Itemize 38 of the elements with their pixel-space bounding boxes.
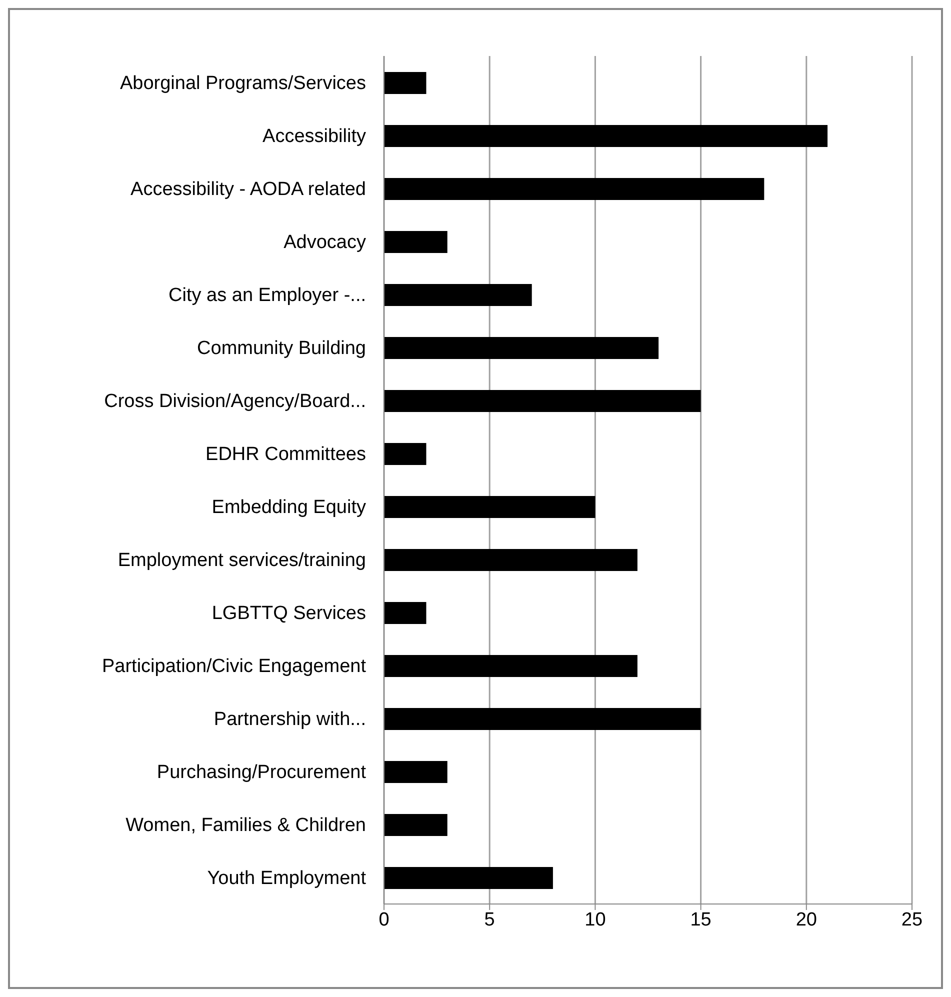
x-tick-label: 25 <box>901 909 923 930</box>
x-tick-label: 15 <box>690 909 712 930</box>
y-tick-label: Community Building <box>197 338 366 360</box>
y-tick-label: Aborginal Programs/Services <box>120 73 366 94</box>
x-tick-label: 0 <box>378 909 390 930</box>
bar <box>384 655 638 677</box>
y-tick-label: City as an Employer -... <box>168 285 366 306</box>
bar <box>384 867 553 889</box>
bar <box>384 125 828 147</box>
y-tick-label: Youth Employment <box>207 868 367 890</box>
bar <box>384 231 448 253</box>
y-tick-label: Purchasing/Procurement <box>156 762 367 784</box>
x-tick-label: 20 <box>796 909 817 930</box>
y-tick-label: EDHR Committees <box>206 444 366 466</box>
y-tick-label: Partnership with... <box>214 709 366 730</box>
y-tick-label: Participation/Civic Engagement <box>102 656 367 678</box>
y-tick-label: Employment services/training <box>118 550 366 572</box>
x-tick-label: 10 <box>584 909 606 930</box>
bar <box>384 814 448 836</box>
y-tick-label: Accessibility <box>262 126 366 148</box>
bar <box>384 549 638 571</box>
bar <box>384 72 426 94</box>
bar <box>384 284 532 306</box>
y-tick-label: Embedding Equity <box>212 497 366 518</box>
x-tick-label: 5 <box>484 909 495 930</box>
bar <box>384 602 426 624</box>
bar <box>384 443 426 465</box>
bar <box>384 178 764 200</box>
y-tick-label: LGBTTQ Services <box>212 603 366 624</box>
y-tick-label: Cross Division/Agency/Board... <box>104 391 366 412</box>
bar <box>384 761 448 783</box>
bar <box>384 496 596 518</box>
bar <box>384 390 701 412</box>
y-tick-label: Accessibility - AODA related <box>130 179 366 200</box>
y-tick-label: Advocacy <box>284 232 366 254</box>
bar <box>384 708 701 730</box>
y-tick-label: Women, Families & Children <box>126 815 366 836</box>
bar <box>384 337 659 359</box>
